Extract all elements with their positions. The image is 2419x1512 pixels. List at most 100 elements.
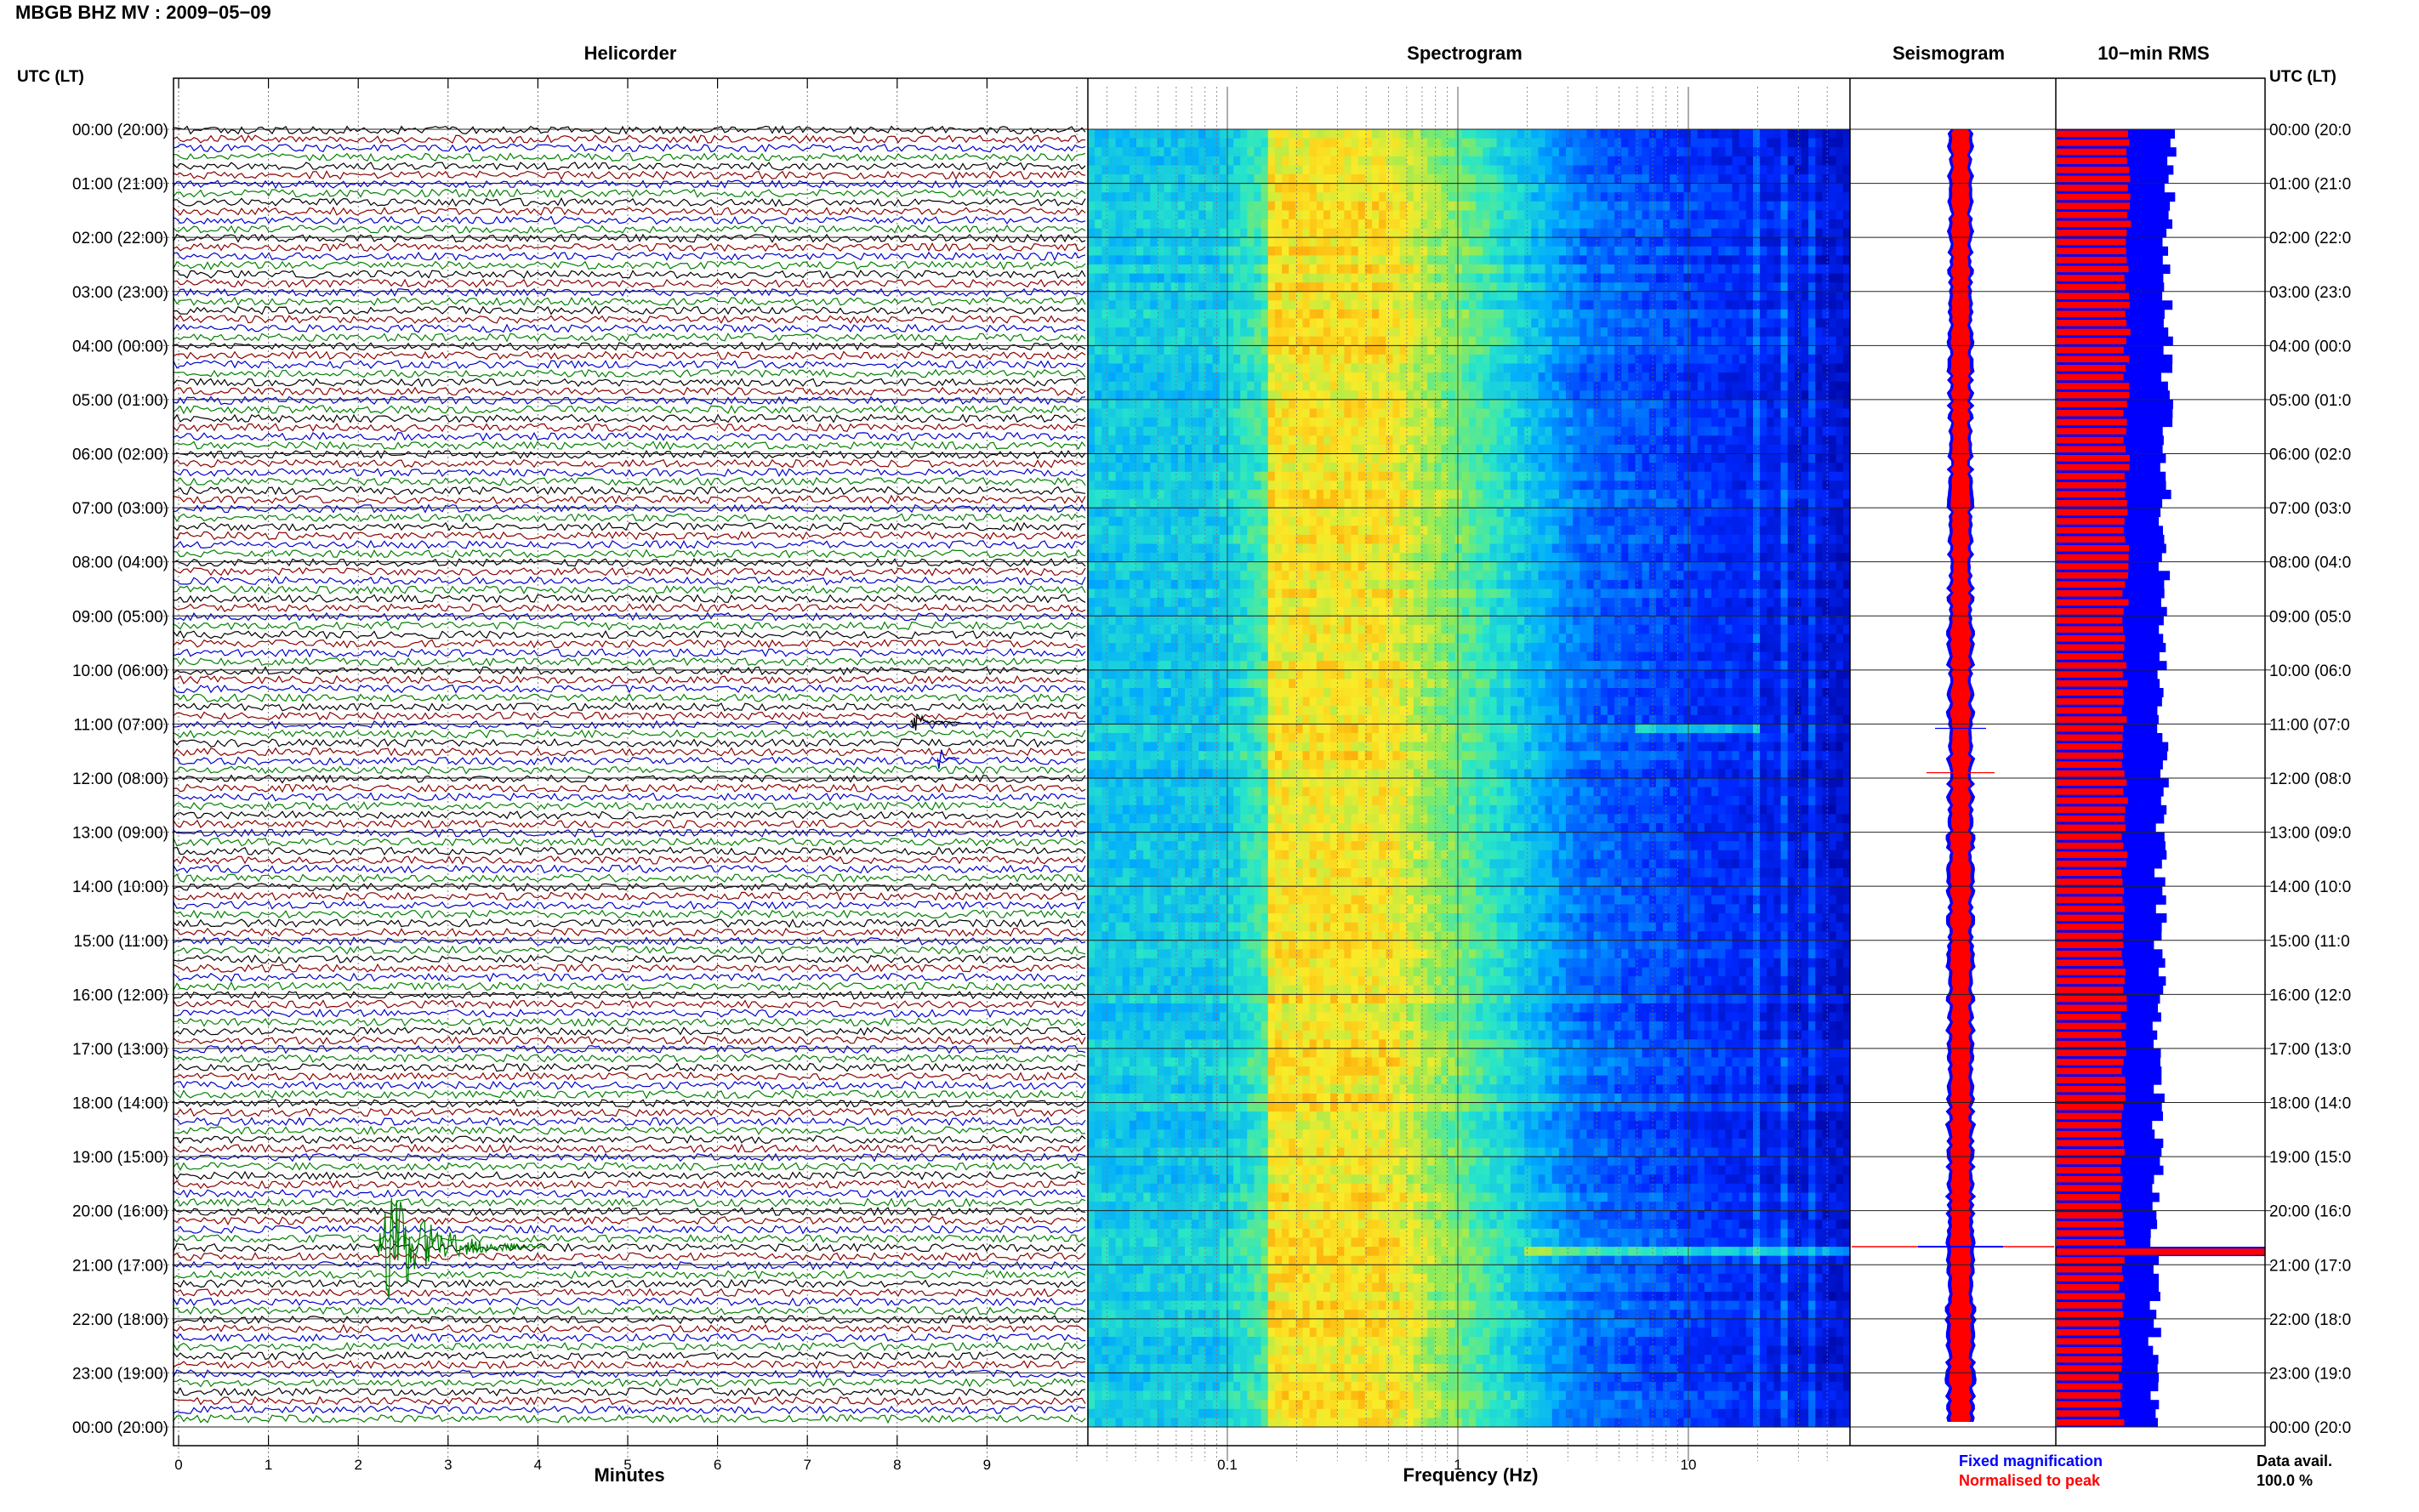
spectrogram-cell (1733, 147, 1740, 156)
spectrogram-cell (1337, 229, 1345, 238)
spectrogram-cell (1524, 147, 1532, 156)
spectrogram-cell (1801, 219, 1809, 229)
spectrogram-cell (1247, 454, 1255, 463)
spectrogram-cell (1822, 282, 1830, 292)
spectrogram-cell (1539, 508, 1546, 517)
spectrogram-cell (1407, 247, 1414, 256)
spectrogram-cell (1095, 319, 1102, 328)
spectrogram-cell (1504, 237, 1511, 247)
spectrogram-cell (1725, 445, 1733, 454)
spectrogram-cell (1261, 400, 1269, 409)
spectrogram-cell (1642, 264, 1650, 274)
spectrogram-cell (1739, 282, 1747, 292)
spectrogram-cell (1614, 337, 1622, 346)
spectrogram-cell (1407, 480, 1414, 490)
spectrogram-cell (1788, 472, 1796, 481)
spectrogram-cell (1760, 355, 1767, 364)
spectrogram-cell (1608, 517, 1615, 526)
spectrogram-cell (1691, 445, 1699, 454)
spectrogram-cell (1815, 282, 1823, 292)
spectrogram-cell (1185, 345, 1192, 355)
spectrogram-cell (1247, 445, 1255, 454)
spectrogram-cell (1559, 472, 1567, 481)
spectrogram-cell (1372, 427, 1380, 436)
spectrogram-cell (1511, 463, 1518, 472)
spectrogram-cell (1379, 499, 1386, 509)
spectrogram-cell (1476, 192, 1483, 202)
spectrogram-cell (1372, 327, 1380, 337)
spectrogram-cell (1614, 292, 1622, 301)
spectrogram-cell (1801, 508, 1809, 517)
spectrogram-cell (1261, 337, 1269, 346)
spectrogram-cell (1116, 255, 1124, 264)
spectrogram-cell (1392, 165, 1400, 174)
spectrogram-cell (1150, 490, 1158, 499)
spectrogram-cell (1400, 517, 1408, 526)
spectrogram-cell (1261, 463, 1269, 472)
spectrogram-cell (1822, 192, 1830, 202)
spectrogram-cell (1511, 165, 1518, 174)
spectrogram-cell (1282, 219, 1289, 229)
spectrogram-cell (1247, 382, 1255, 391)
spectrogram-cell (1220, 147, 1227, 156)
spectrogram-cell (1108, 480, 1116, 490)
spectrogram-cell (1614, 400, 1622, 409)
spectrogram-cell (1608, 174, 1615, 184)
spectrogram-cell (1691, 229, 1699, 238)
spectrogram-cell (1143, 480, 1151, 490)
spectrogram-cell (1462, 202, 1470, 211)
spectrogram-cell (1788, 364, 1796, 373)
spectrogram-cell (1255, 400, 1262, 409)
spectrogram-cell (1420, 129, 1428, 139)
spectrogram-cell (1123, 418, 1130, 427)
spectrogram-cell (1733, 508, 1740, 517)
spectrogram-cell (1392, 274, 1400, 283)
spectrogram-cell (1628, 400, 1636, 409)
spectrogram-cell (1427, 156, 1435, 166)
spectrogram-cell (1795, 472, 1802, 481)
spectrogram-cell (1275, 382, 1283, 391)
spectrogram-cell (1213, 472, 1221, 481)
spectrogram-cell (1628, 454, 1636, 463)
spectrogram-cell (1524, 292, 1532, 301)
spectrogram-cell (1614, 229, 1622, 238)
spectrogram-cell (1372, 300, 1380, 310)
spectrogram-cell (1559, 345, 1567, 355)
spectrogram-cell (1808, 210, 1816, 219)
spectrogram-cell (1746, 156, 1754, 166)
spectrogram-cell (1476, 355, 1483, 364)
spectrogram-cell (1718, 156, 1726, 166)
spectrogram-cell (1185, 156, 1192, 166)
spectrogram-cell (1788, 255, 1796, 264)
spectrogram-cell (1171, 372, 1179, 382)
spectrogram-cell (1303, 372, 1311, 382)
spectrogram-cell (1420, 165, 1428, 174)
spectrogram-cell (1725, 418, 1733, 427)
spectrogram-cell (1614, 202, 1622, 211)
spectrogram-cell (1642, 319, 1650, 328)
spectrogram-cell (1164, 274, 1172, 283)
spectrogram-cell (1691, 274, 1699, 283)
spectrogram-cell (1711, 165, 1719, 174)
spectrogram-cell (1476, 210, 1483, 219)
spectrogram-cell (1531, 526, 1539, 535)
spectrogram-cell (1233, 237, 1241, 247)
spectrogram-cell (1566, 327, 1574, 337)
spectrogram-cell (1670, 400, 1677, 409)
spectrogram-cell (1517, 165, 1525, 174)
spectrogram-cell (1449, 184, 1456, 193)
spectrogram-cell (1123, 292, 1130, 301)
spectrogram-cell (1455, 327, 1463, 337)
spectrogram-cell (1636, 337, 1643, 346)
spectrogram-cell (1136, 445, 1144, 454)
spectrogram-cell (1233, 282, 1241, 292)
spectrogram-cell (1255, 445, 1262, 454)
spectrogram-cell (1739, 264, 1747, 274)
spectrogram-cell (1830, 319, 1837, 328)
spectrogram-cell (1711, 192, 1719, 202)
spectrogram-cell (1469, 355, 1477, 364)
spectrogram-cell (1621, 327, 1629, 337)
spectrogram-cell (1317, 282, 1324, 292)
spectrogram-cell (1178, 292, 1186, 301)
spectrogram-cell (1088, 490, 1096, 499)
